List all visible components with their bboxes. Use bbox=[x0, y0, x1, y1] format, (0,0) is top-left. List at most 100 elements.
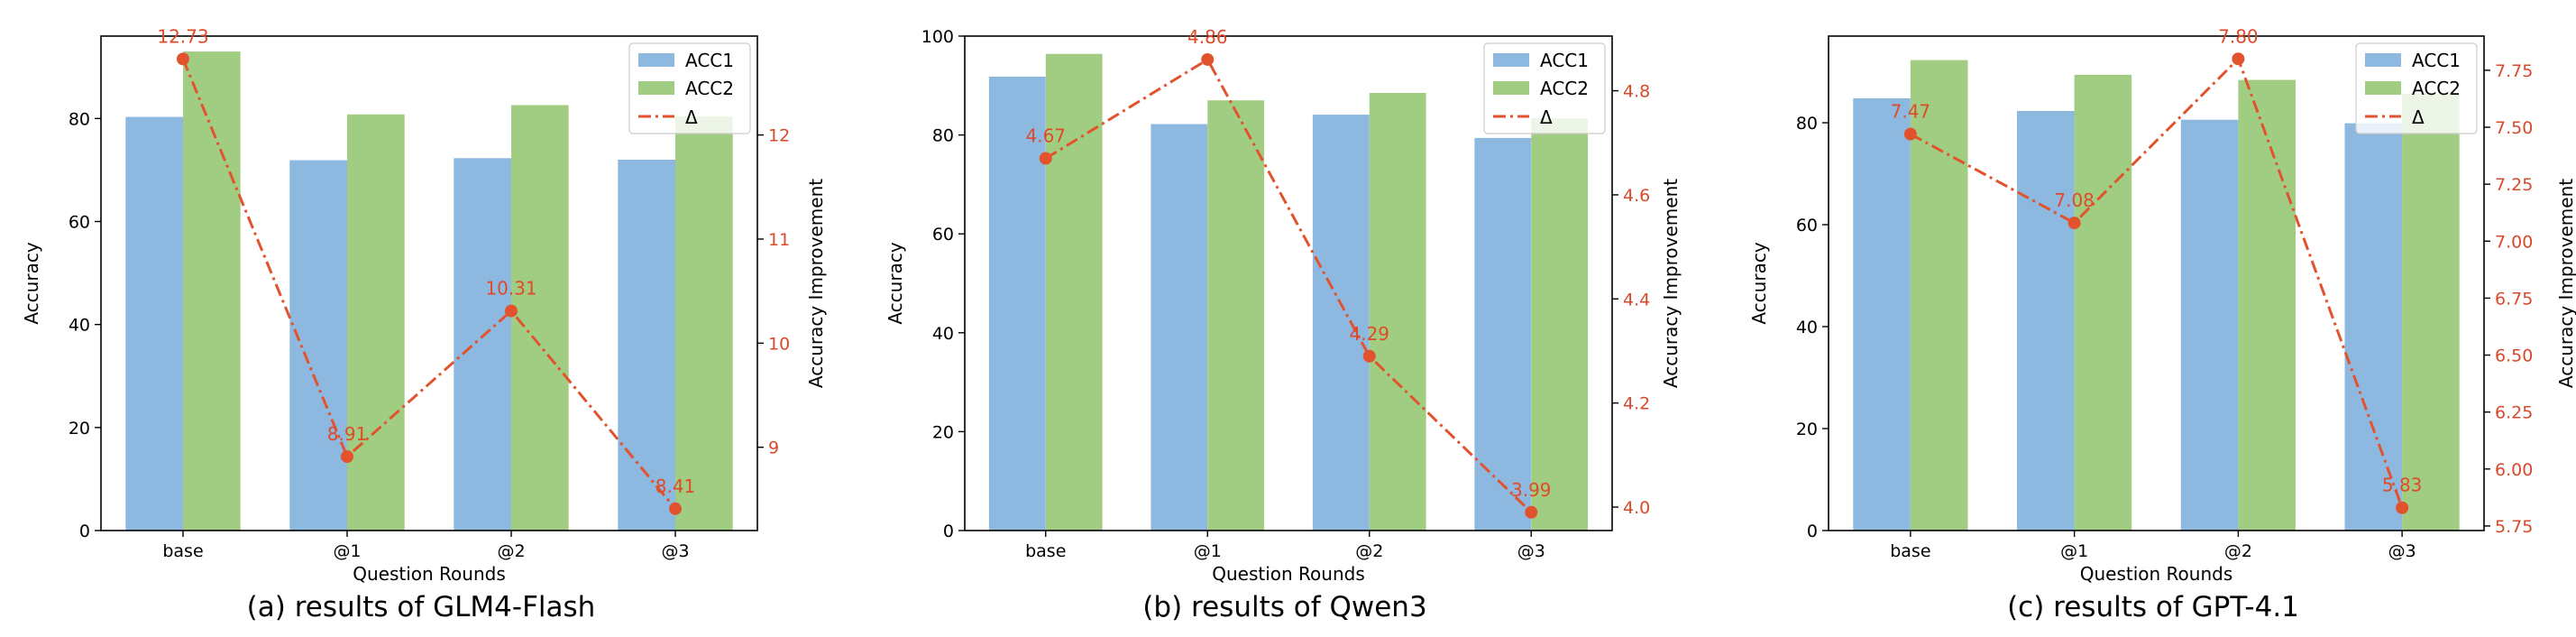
y2-tick-label: 9 bbox=[768, 439, 779, 458]
delta-line bbox=[1910, 56, 2404, 509]
y-axis-label: Accuracy bbox=[885, 242, 906, 324]
y2-tick-label: 5.75 bbox=[2495, 517, 2533, 537]
delta-data-label: 7.08 bbox=[2054, 189, 2095, 211]
legend-swatch-acc2 bbox=[2365, 81, 2401, 95]
subplot-1: 0 20 40 60 80 9 10 11 12 base @1 @2 @3 Question Round… bbox=[21, 25, 827, 623]
y2-axis-label: Accuracy Improvement bbox=[1660, 179, 1682, 388]
x-tick-label: @3 bbox=[661, 541, 689, 561]
y-tick-label: 60 bbox=[1796, 216, 1818, 235]
delta-point-base bbox=[1903, 127, 1917, 141]
y2-tick-label: 6.75 bbox=[2495, 289, 2533, 309]
bar-acc2-r1 bbox=[347, 114, 405, 531]
subplot-caption: (a) results of GLM4-Flash bbox=[247, 591, 596, 623]
delta-point-base bbox=[1039, 152, 1052, 165]
x-tick-label: @2 bbox=[1355, 541, 1383, 561]
subplot-caption: (c) results of GPT-4.1 bbox=[2007, 591, 2299, 623]
legend: ACC1 ACC2 Δ bbox=[628, 42, 751, 134]
delta-line bbox=[1045, 57, 1533, 513]
delta-point-r1 bbox=[2067, 217, 2081, 230]
y2-tick-label: 11 bbox=[768, 230, 790, 250]
x-tick-label: @1 bbox=[333, 541, 361, 561]
legend-label-acc2: ACC2 bbox=[1540, 78, 1589, 99]
plot-frame bbox=[964, 35, 1613, 531]
y-tick-label: 20 bbox=[69, 419, 90, 439]
delta-point-base bbox=[177, 52, 189, 66]
subplot-caption: (b) results of Qwen3 bbox=[1142, 591, 1426, 623]
bar-acc1-r3 bbox=[2344, 123, 2403, 531]
y2-tick-label: 7.25 bbox=[2495, 175, 2533, 195]
y-tick-label: 80 bbox=[69, 109, 90, 129]
delta-data-label: 7.80 bbox=[2218, 25, 2259, 47]
legend-swatch-acc1 bbox=[2365, 53, 2401, 67]
bar-acc2-base bbox=[1045, 53, 1103, 531]
y-tick-label: 0 bbox=[79, 522, 90, 541]
bar-acc1-r2 bbox=[1312, 115, 1370, 531]
y-tick-label: 80 bbox=[1796, 114, 1818, 134]
delta-data-label: 10.31 bbox=[485, 278, 536, 300]
x-tick-label: base bbox=[162, 541, 203, 561]
bar-acc2-r1 bbox=[2074, 74, 2132, 531]
y2-tick-label: 7.00 bbox=[2495, 232, 2533, 252]
legend-label-delta: Δ bbox=[1540, 106, 1553, 128]
legend-swatch-acc1 bbox=[638, 53, 674, 67]
y-axis-label: Accuracy bbox=[1748, 242, 1770, 324]
y-tick-label: 60 bbox=[69, 213, 90, 233]
legend-label-delta: Δ bbox=[685, 106, 698, 128]
legend-label-acc2: ACC2 bbox=[2412, 78, 2461, 99]
y2-tick-label: 4.8 bbox=[1623, 82, 1650, 102]
delta-point-r1 bbox=[341, 450, 353, 464]
delta-point-r3 bbox=[1525, 505, 1538, 519]
y2-tick-label: 12 bbox=[768, 126, 790, 146]
bar-acc1-r2 bbox=[454, 158, 511, 531]
bar-acc2-r2 bbox=[1369, 93, 1426, 531]
delta-point-r3 bbox=[669, 502, 682, 515]
x-tick-label: base bbox=[1025, 541, 1066, 561]
y2-tick-label: 4.4 bbox=[1623, 290, 1650, 309]
plot-frame bbox=[100, 35, 758, 531]
legend-label-delta: Δ bbox=[2412, 106, 2425, 128]
x-tick-label: @3 bbox=[1517, 541, 1545, 561]
delta-line bbox=[181, 58, 677, 510]
y-tick-label: 40 bbox=[932, 324, 954, 344]
subplot-3: 0 20 40 60 80 5.75 6.00 6.25 6.50 6.75 7.00 7.25 7.5… bbox=[1748, 25, 2576, 623]
x-tick-label: @1 bbox=[1194, 541, 1222, 561]
y2-tick-label: 7.50 bbox=[2495, 118, 2533, 138]
bar-acc1-r3 bbox=[1474, 137, 1532, 531]
y2-axis-label: Accuracy Improvement bbox=[805, 179, 827, 388]
bar-acc1-r3 bbox=[618, 160, 675, 531]
bar-acc1-r1 bbox=[289, 160, 347, 531]
x-axis-label: Question Rounds bbox=[1212, 563, 1365, 585]
subplot-2: 0 20 40 60 80 100 4.0 4.2 4.4 4.6 4.8 base @1 @2 @3 Que… bbox=[885, 26, 1682, 623]
bar-acc2-r3 bbox=[675, 116, 733, 531]
x-tick-label: @2 bbox=[497, 541, 525, 561]
y2-tick-label: 4.6 bbox=[1623, 186, 1650, 206]
legend-label-acc1: ACC1 bbox=[1540, 50, 1589, 71]
bar-acc1-r2 bbox=[2180, 119, 2239, 531]
y2-axis-label: Accuracy Improvement bbox=[2555, 179, 2576, 388]
y2-tick-label: 6.25 bbox=[2495, 403, 2533, 423]
delta-data-label: 4.29 bbox=[1349, 323, 1389, 345]
delta-data-label: 8.41 bbox=[655, 475, 696, 497]
bar-acc1-base bbox=[1853, 97, 1911, 531]
legend-swatch-acc2 bbox=[1493, 81, 1529, 95]
legend-swatch-acc2 bbox=[638, 81, 674, 95]
y-tick-label: 20 bbox=[932, 422, 954, 442]
legend-label-acc1: ACC1 bbox=[2412, 50, 2461, 71]
bar-acc1-base bbox=[125, 116, 183, 531]
delta-point-r3 bbox=[2396, 501, 2409, 514]
delta-data-label: 4.67 bbox=[1025, 125, 1066, 147]
bar-acc1-base bbox=[988, 76, 1046, 531]
delta-data-label: 12.73 bbox=[157, 25, 208, 47]
legend: ACC1 ACC2 Δ bbox=[1483, 42, 1606, 134]
legend-label-acc2: ACC2 bbox=[685, 78, 734, 99]
delta-point-r2 bbox=[2232, 52, 2245, 66]
y-tick-label: 60 bbox=[932, 225, 954, 245]
y-axis-label: Accuracy bbox=[21, 242, 42, 324]
bar-acc2-r3 bbox=[2402, 93, 2460, 531]
delta-point-r2 bbox=[505, 304, 518, 318]
x-tick-label: @3 bbox=[2388, 541, 2416, 561]
y-tick-label: 0 bbox=[1807, 522, 1818, 541]
x-axis-label: Question Rounds bbox=[2080, 563, 2233, 585]
y2-tick-label: 4.2 bbox=[1623, 394, 1650, 414]
delta-data-label: 8.91 bbox=[327, 423, 368, 445]
